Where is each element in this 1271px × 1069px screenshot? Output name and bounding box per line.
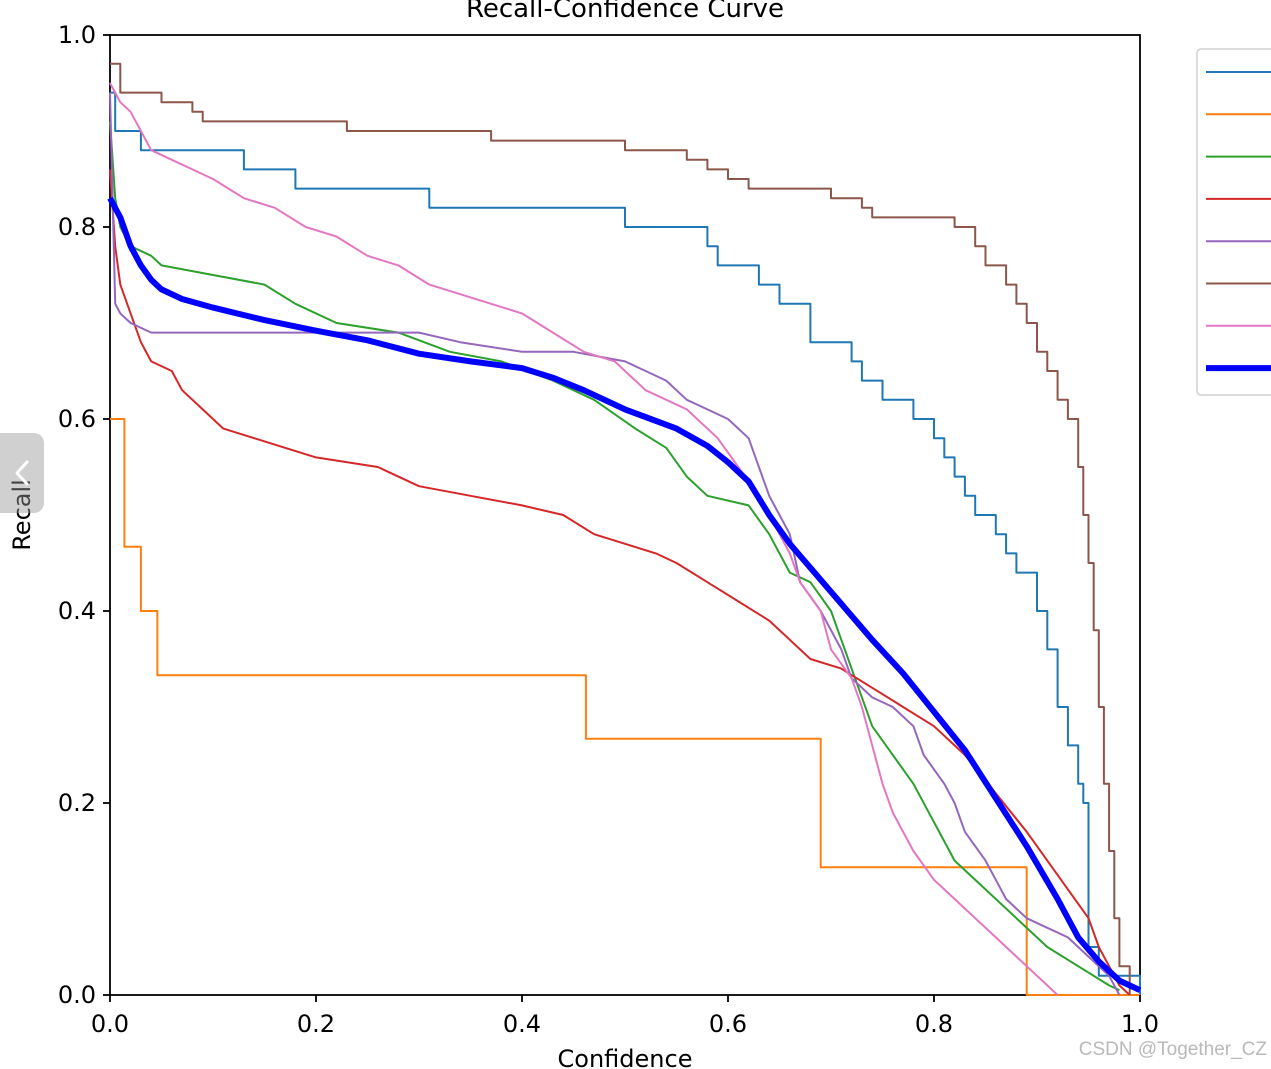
x-tick-label: 0.2 bbox=[297, 1010, 335, 1038]
series-line-3 bbox=[109, 121, 1120, 992]
y-tick-label: 0.2 bbox=[58, 789, 96, 817]
x-tick-label: 0.4 bbox=[503, 1010, 541, 1038]
y-tick-label: 0.6 bbox=[58, 405, 96, 433]
chevron-left-icon bbox=[15, 460, 29, 486]
y-axis-label: Recall bbox=[8, 479, 36, 551]
tick-layer: 0.0 0.2 0.4 0.6 0.8 1.0 0.0 0.2 0.4 0.6 0.8 1.0 bbox=[58, 21, 1159, 1038]
series-line-2 bbox=[110, 418, 1140, 996]
y-tick-label: 0.8 bbox=[58, 213, 96, 241]
x-tick-label: 1.0 bbox=[1121, 1010, 1159, 1038]
legend-layer bbox=[1206, 71, 1271, 372]
x-tick-label: 0.8 bbox=[915, 1010, 953, 1038]
x-tick-label: 0.6 bbox=[709, 1010, 747, 1038]
series-line-6 bbox=[110, 62, 1131, 995]
series-line-4 bbox=[109, 169, 1131, 996]
y-tick-label: 0.4 bbox=[58, 597, 96, 625]
y-tick-label: 1.0 bbox=[58, 21, 96, 49]
series-line-1 bbox=[110, 91, 1141, 995]
x-axis-label: Confidence bbox=[558, 1045, 693, 1069]
series-line-7 bbox=[109, 82, 1059, 996]
back-button[interactable] bbox=[0, 433, 44, 513]
chart-title: Recall-Confidence Curve bbox=[466, 0, 784, 24]
y-tick-label: 0.0 bbox=[58, 981, 96, 1009]
x-tick-label: 0.0 bbox=[91, 1010, 129, 1038]
series-line-8 bbox=[107, 196, 1142, 993]
series-layer bbox=[107, 62, 1142, 996]
plot-area bbox=[109, 34, 1141, 996]
watermark: CSDN @Together_CZ bbox=[1078, 1039, 1267, 1060]
legend-box bbox=[1196, 48, 1271, 396]
